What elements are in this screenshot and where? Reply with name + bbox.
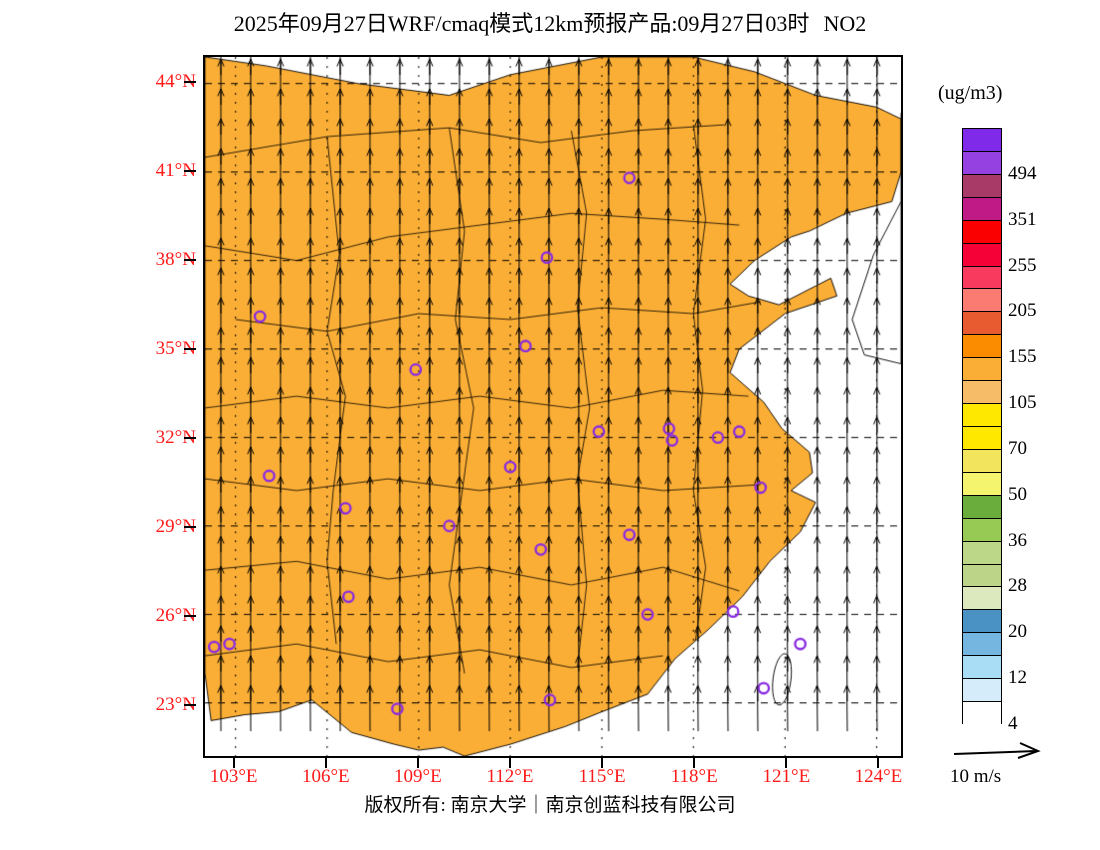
x-tick-mark — [232, 758, 235, 768]
x-tick-mark — [324, 758, 327, 768]
colorbar-label-70: 70 — [1008, 437, 1027, 459]
colorbar-band-21 — [963, 610, 1001, 634]
copyright-footer: 版权所有: 南京大学｜南京创蓝科技有限公司 — [364, 795, 736, 816]
colorbar-band-7 — [963, 289, 1001, 313]
x-tick-label-121: 121°E — [762, 766, 811, 787]
y-tick-mark — [184, 525, 196, 528]
colorbar-label-12: 12 — [1008, 667, 1027, 689]
colorbar-band-2 — [963, 174, 1001, 198]
colorbar-band-23 — [963, 656, 1001, 680]
colorbar-label-351: 351 — [1008, 208, 1037, 230]
title-species: NO2 — [823, 11, 867, 36]
y-tick-mark — [184, 703, 196, 706]
colorbar-label-20: 20 — [1008, 621, 1027, 643]
x-axis-labels: 103°E 106°E 109°E 112°E 115°E 118°E 121°E 124°E — [203, 758, 903, 798]
y-tick-mark — [184, 80, 196, 83]
title-text: 2025年09月27日WRF/cmaq模式12km预报产品:09月27日03时 — [233, 11, 810, 36]
x-tick-label-109: 109°E — [394, 766, 442, 787]
y-tick-mark — [184, 169, 196, 172]
colorbar-label-50: 50 — [1008, 483, 1027, 505]
wind-scale-legend: 10 m/s — [950, 742, 1090, 798]
x-tick-mark — [785, 758, 788, 768]
colorbar-band-1 — [963, 151, 1001, 175]
colorbar-band-10 — [963, 358, 1001, 382]
colorbar-band-22 — [963, 633, 1001, 657]
x-tick-mark — [416, 758, 419, 768]
x-tick-label-118: 118°E — [670, 766, 718, 787]
colorbar-band-18 — [963, 541, 1001, 565]
y-tick-mark — [184, 258, 196, 261]
colorbar-band-3 — [963, 197, 1001, 221]
colorbar-tick-labels: 494 351 255 205 155 105 70 50 36 28 20 12 4 — [1008, 128, 1088, 734]
y-tick-label-26: 26°N — [155, 604, 196, 626]
colorbar[interactable] — [962, 128, 1002, 725]
colorbar-band-14 — [963, 449, 1001, 473]
wind-scale-label: 10 m/s — [950, 766, 1002, 787]
colorbar-label-494: 494 — [1008, 162, 1037, 184]
colorbar-band-11 — [963, 381, 1001, 405]
y-tick-label-32: 32°N — [155, 426, 196, 448]
y-axis-labels: 44°N 41°N 38°N 35°N 32°N 29°N 26°N 23°N — [110, 55, 196, 758]
x-tick-mark — [693, 758, 696, 768]
map-plot-area[interactable] — [203, 55, 903, 758]
y-tick-mark — [184, 614, 196, 617]
colorbar-band-16 — [963, 495, 1001, 519]
y-tick-mark — [184, 347, 196, 350]
colorbar-band-9 — [963, 335, 1001, 359]
colorbar-label-155: 155 — [1008, 346, 1037, 368]
colorbar-band-25 — [963, 702, 1001, 725]
x-tick-label-124: 124°E — [854, 766, 903, 787]
colorbar-band-13 — [963, 426, 1001, 450]
colorbar-label-28: 28 — [1008, 575, 1027, 597]
y-tick-label-44: 44°N — [155, 70, 196, 92]
colorbar-band-8 — [963, 312, 1001, 336]
y-tick-label-35: 35°N — [155, 337, 196, 359]
colorbar-band-6 — [963, 266, 1001, 290]
x-tick-mark — [509, 758, 512, 768]
colorbar-band-19 — [963, 564, 1001, 588]
x-tick-label-103: 103°E — [209, 766, 258, 787]
x-tick-label-112: 112°E — [486, 766, 534, 787]
x-tick-mark — [601, 758, 604, 768]
colorbar-label-36: 36 — [1008, 529, 1027, 551]
x-tick-label-115: 115°E — [578, 766, 626, 787]
colorbar-band-5 — [963, 243, 1001, 267]
colorbar-label-4: 4 — [1008, 713, 1018, 734]
wind-arrow-icon — [953, 742, 1041, 759]
colorbar-band-4 — [963, 220, 1001, 244]
colorbar-band-17 — [963, 518, 1001, 542]
colorbar-band-12 — [963, 404, 1001, 427]
colorbar-band-20 — [963, 587, 1001, 611]
colorbar-band-15 — [963, 472, 1001, 496]
x-tick-mark — [877, 758, 880, 768]
y-tick-mark — [184, 436, 196, 439]
x-tick-label-106: 106°E — [301, 766, 350, 787]
y-tick-label-41: 41°N — [155, 159, 196, 181]
colorbar-units-label: (ug/m3) — [938, 82, 1003, 104]
no2-concentration-map — [205, 57, 901, 756]
colorbar-band-24 — [963, 679, 1001, 703]
colorbar-band-0 — [963, 129, 1001, 152]
y-tick-label-29: 29°N — [155, 515, 196, 537]
colorbar-label-255: 255 — [1008, 254, 1037, 276]
y-tick-label-38: 38°N — [155, 248, 196, 270]
page-title: 2025年09月27日WRF/cmaq模式12km预报产品:09月27日03时 N… — [0, 6, 1100, 38]
y-tick-label-23: 23°N — [155, 693, 196, 715]
colorbar-label-205: 205 — [1008, 300, 1037, 322]
colorbar-label-105: 105 — [1008, 392, 1037, 414]
